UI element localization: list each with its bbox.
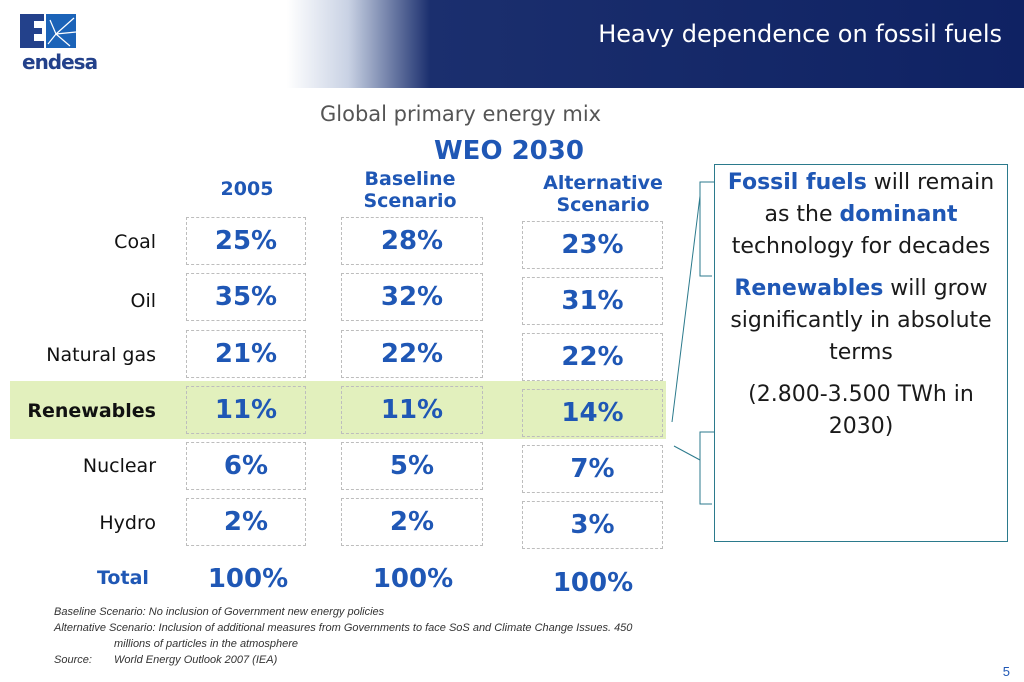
footnotes: Baseline Scenario: No inclusion of Gover… (54, 604, 632, 668)
total-value-alternative: 100% (552, 568, 634, 598)
note-keyword-fossil-fuels: Fossil fuels (727, 170, 867, 195)
note-paragraph-3: (2.800-3.500 TWh in 2030) (748, 382, 974, 439)
value-cell-gas-alternative: 22% (522, 333, 663, 381)
column-header-alternative: Alternative Scenario (520, 172, 686, 216)
row-label-coal: Coal (114, 231, 156, 253)
note-paragraph-1: Fossil fuels will remain as the dominant… (723, 167, 999, 263)
weo-title: WEO 2030 (434, 136, 584, 166)
value-cell-nuclear-alternative: 7% (522, 445, 663, 493)
chart-subtitle: Global primary energy mix (320, 102, 602, 126)
row-label-oil: Oil (130, 290, 156, 312)
footnote-baseline: Baseline Scenario: No inclusion of Gover… (54, 606, 385, 618)
total-value-baseline: 100% (372, 564, 454, 594)
endesa-logo-icon (20, 14, 77, 48)
note-text: will grow significantly in absolute term… (730, 276, 992, 365)
value-cell-coal-baseline: 28% (341, 217, 483, 265)
value-cell-oil-baseline: 32% (341, 273, 483, 321)
value-cell-oil-2005: 35% (186, 273, 306, 321)
column-header-line: Alternative (543, 172, 663, 194)
value-cell-renewables-alternative: 14% (522, 389, 663, 437)
note-keyword-renewables: Renewables (734, 276, 884, 301)
total-value-2005: 100% (207, 564, 289, 594)
row-label-nuclear: Nuclear (82, 455, 156, 477)
value-cell-nuclear-2005: 6% (186, 442, 306, 490)
footnote-source: Source: World Energy Outlook 2007 (IEA) (54, 652, 632, 668)
note-paragraph-2: Renewables will grow significantly in ab… (723, 273, 999, 369)
logo-text: endesa (22, 50, 98, 74)
row-label-natural-gas: Natural gas (46, 344, 156, 366)
callout-connector (671, 181, 714, 505)
value-cell-nuclear-baseline: 5% (341, 442, 483, 490)
value-cell-renewables-baseline: 11% (341, 386, 483, 434)
column-header-2005: 2005 (186, 178, 308, 200)
source-label: Source: (54, 654, 92, 666)
note-text: technology for decades (731, 234, 991, 259)
source-text: World Energy Outlook 2007 (IEA) (114, 654, 278, 666)
row-label-hydro: Hydro (99, 512, 156, 534)
endesa-logo: endesa (20, 12, 98, 74)
value-cell-renewables-2005: 11% (186, 386, 306, 434)
footnote-alternative-cont: millions of particles in the atmosphere (114, 638, 299, 650)
value-cell-hydro-baseline: 2% (341, 498, 483, 546)
total-label: Total (97, 567, 149, 589)
value-cell-gas-2005: 21% (186, 330, 306, 378)
column-header-baseline: Baseline Scenario (340, 168, 480, 212)
value-cell-coal-2005: 25% (186, 217, 306, 265)
note-text: will remain as the (764, 170, 995, 227)
value-cell-hydro-2005: 2% (186, 498, 306, 546)
value-cell-gas-baseline: 22% (341, 330, 483, 378)
fossil-fuels-note-box: Fossil fuels will remain as the dominant… (714, 164, 1008, 542)
value-cell-oil-alternative: 31% (522, 277, 663, 325)
note-keyword-dominant: dominant (839, 202, 958, 227)
column-header-line: Scenario (556, 194, 650, 216)
value-cell-coal-alternative: 23% (522, 221, 663, 269)
row-label-renewables: Renewables (27, 400, 156, 422)
column-header-line: Baseline (364, 168, 456, 190)
column-header-line: Scenario (363, 190, 457, 212)
header-band (0, 0, 1024, 88)
page-number: 5 (1002, 664, 1010, 679)
footnote-alternative: Alternative Scenario: Inclusion of addit… (54, 622, 633, 634)
column-header-label: 2005 (220, 178, 274, 200)
slide-title: Heavy dependence on fossil fuels (598, 20, 1002, 48)
value-cell-hydro-alternative: 3% (522, 501, 663, 549)
